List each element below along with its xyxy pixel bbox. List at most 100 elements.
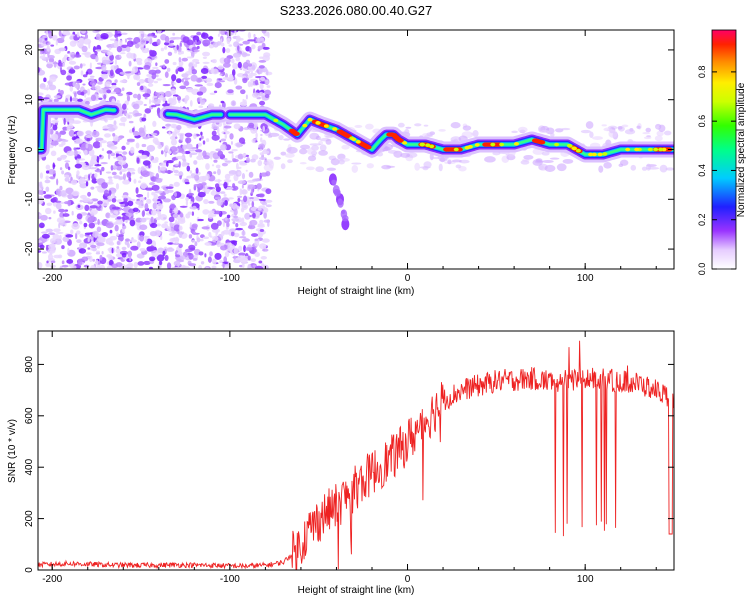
noise-blob	[643, 136, 652, 140]
noise-blob	[100, 199, 110, 207]
noise-blob	[244, 247, 253, 251]
noise-blob	[258, 260, 263, 264]
noise-blob	[186, 56, 194, 59]
noise-blob	[283, 138, 291, 141]
noise-blob	[239, 101, 247, 107]
noise-blob	[262, 125, 266, 132]
snr-xtick-label: -100	[220, 574, 240, 585]
noise-blob	[83, 264, 90, 268]
noise-blob	[126, 94, 131, 102]
noise-blob	[177, 95, 182, 101]
noise-blob	[121, 145, 126, 151]
noise-blob	[135, 142, 140, 149]
noise-blob	[426, 132, 433, 137]
noise-blob	[517, 126, 528, 133]
noise-blob	[223, 57, 231, 64]
noise-blob	[237, 180, 246, 185]
noise-blob	[186, 165, 191, 172]
noise-blob	[621, 124, 629, 128]
noise-blob	[113, 156, 117, 159]
noise-blob	[148, 256, 156, 262]
noise-blob	[179, 85, 187, 90]
noise-blob	[585, 121, 594, 129]
noise-blob	[252, 212, 256, 219]
noise-blob	[179, 212, 184, 218]
noise-blob	[50, 133, 59, 141]
noise-blob	[169, 40, 175, 44]
snr-frame	[37, 330, 675, 571]
noise-blob	[62, 126, 68, 131]
noise-blob	[242, 153, 247, 157]
noise-blob	[191, 239, 195, 243]
noise-blob	[220, 30, 226, 36]
noise-blob	[41, 233, 50, 239]
noise-blob	[91, 78, 95, 82]
noise-blob	[164, 221, 168, 224]
noise-blob	[511, 130, 518, 134]
noise-blob	[50, 150, 57, 157]
noise-blob	[88, 173, 91, 181]
noise-blob	[199, 238, 204, 242]
noise-blob	[219, 140, 222, 143]
noise-blob	[242, 61, 249, 69]
noise-blob	[224, 73, 229, 79]
noise-blob	[217, 150, 224, 157]
noise-blob	[106, 265, 113, 269]
noise-blob	[118, 122, 125, 126]
noise-blob	[136, 241, 141, 248]
noise-blob	[188, 244, 196, 251]
noise-blob	[81, 256, 89, 262]
noise-blob	[136, 61, 143, 66]
noise-blob	[106, 89, 112, 94]
noise-blob	[221, 162, 228, 167]
noise-blob	[126, 171, 132, 178]
noise-blob	[175, 254, 181, 258]
noise-blob	[153, 98, 161, 105]
noise-blob	[136, 157, 140, 164]
noise-blob	[163, 46, 168, 50]
noise-blob	[319, 144, 327, 152]
noise-blob	[121, 252, 127, 258]
noise-blob	[462, 125, 472, 131]
noise-blob	[216, 240, 222, 248]
noise-blob	[46, 62, 53, 69]
colorbar: 0.0 0.2 0.4 0.6 0.8 Normalized spectral ampl…	[697, 29, 747, 275]
noise-blob	[75, 147, 81, 150]
noise-blob	[151, 209, 157, 216]
noise-blob	[173, 224, 181, 232]
noise-blob	[214, 252, 222, 260]
noise-blob	[38, 196, 43, 199]
noise-blob	[224, 251, 230, 258]
noise-blob	[71, 210, 74, 216]
noise-blob	[53, 254, 62, 259]
noise-blob	[58, 47, 67, 52]
spectrogram-xtick-label: -100	[220, 273, 240, 284]
noise-blob	[172, 82, 177, 85]
noise-blob	[110, 164, 114, 171]
noise-blob	[405, 126, 412, 129]
noise-blob	[155, 173, 160, 180]
noise-blob	[40, 43, 47, 47]
noise-blob	[149, 245, 155, 252]
noise-blob	[125, 46, 131, 53]
noise-blob	[68, 68, 76, 74]
noise-blob	[250, 80, 254, 87]
noise-blob	[365, 123, 374, 130]
noise-blob	[254, 79, 259, 86]
noise-blob	[306, 147, 316, 155]
noise-blob	[92, 141, 102, 149]
noise-blob	[96, 226, 102, 233]
noise-blob	[128, 120, 134, 124]
noise-blob	[189, 170, 193, 174]
noise-blob	[265, 69, 269, 76]
noise-blob	[280, 163, 286, 170]
noise-blob	[206, 138, 210, 143]
noise-blob	[177, 67, 185, 72]
noise-blob	[195, 149, 203, 153]
noise-blob	[224, 242, 233, 246]
noise-blob	[151, 191, 156, 196]
noise-blob	[147, 83, 154, 87]
noise-blob	[176, 78, 182, 84]
noise-blob	[247, 32, 252, 39]
noise-blob	[91, 154, 97, 162]
